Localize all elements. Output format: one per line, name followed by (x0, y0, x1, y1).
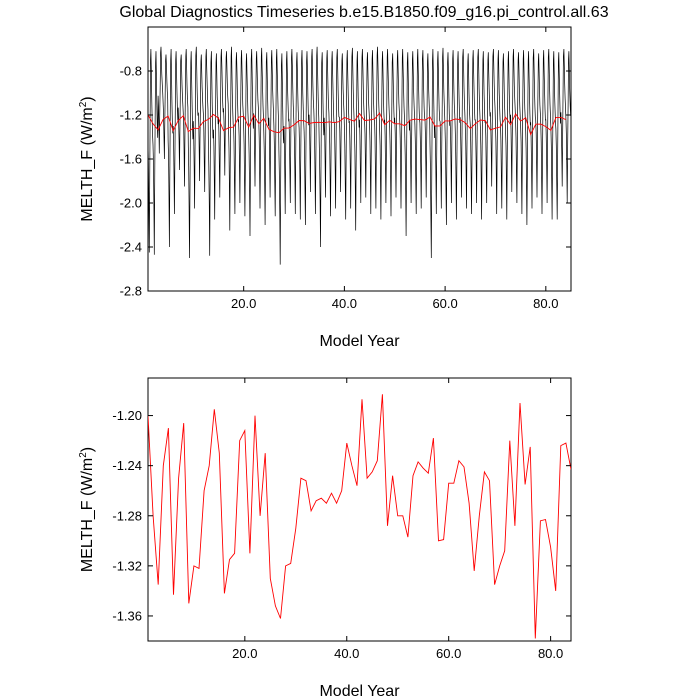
x-tick-label: 60.0 (432, 296, 457, 311)
series-line-0-1 (148, 112, 567, 136)
top-y-axis-label: MELTH_F (W/m2) (78, 96, 96, 221)
y-tick-label: -1.32 (112, 558, 142, 573)
y-tick-label: -1.20 (112, 408, 142, 423)
x-tick-label: 80.0 (533, 296, 558, 311)
y-tick-label: -2.4 (120, 240, 142, 255)
x-tick-label: 60.0 (436, 646, 461, 661)
y-tick-label: -1.36 (112, 608, 142, 623)
y-tick-label: -1.2 (120, 108, 142, 123)
top-x-axis-label: Model Year (319, 333, 400, 350)
series-line-1-0 (148, 394, 571, 639)
series-line-0-0 (148, 46, 571, 265)
x-tick-label: 20.0 (232, 646, 257, 661)
x-tick-label: 40.0 (334, 646, 359, 661)
top-timeseries-panel: 20.0 40.0 60.0 80.0 -2.8 -2.4 -2.0 -1.6 -1.2 -0.8… (78, 26, 572, 350)
y-tick-label: -1.28 (112, 508, 142, 523)
y-tick-label: -1.6 (120, 152, 142, 167)
y-tick-label: -1.24 (112, 458, 142, 473)
top-ticks-group: 20.0 40.0 60.0 80.0 -2.8 -2.4 -2.0 -1.6 -1.2 -0.8 (120, 27, 571, 311)
y-tick-label: -0.8 (120, 64, 142, 79)
top-series-group (148, 46, 571, 265)
figure-title: Global Diagnostics Timeseries b.e15.B185… (119, 4, 608, 21)
bottom-timeseries-panel: 20.0 40.0 60.0 80.0 -1.36 -1.32 -1.28 -1.24 -1.2… (78, 377, 572, 700)
x-tick-label: 20.0 (231, 296, 256, 311)
bottom-plot-frame (147, 377, 572, 642)
y-tick-label: -2.8 (120, 284, 142, 299)
x-tick-label: 80.0 (538, 646, 563, 661)
bottom-series-group (148, 394, 571, 639)
bottom-y-axis-label: MELTH_F (W/m2) (78, 447, 96, 572)
bottom-x-axis-label: Model Year (319, 683, 400, 700)
y-tick-label: -2.0 (120, 196, 142, 211)
x-tick-label: 40.0 (332, 296, 357, 311)
bottom-ticks-group: 20.0 40.0 60.0 80.0 -1.36 -1.32 -1.28 -1.24 -1.2… (112, 378, 571, 661)
